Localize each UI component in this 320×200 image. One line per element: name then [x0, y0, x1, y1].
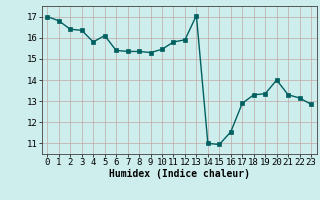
X-axis label: Humidex (Indice chaleur): Humidex (Indice chaleur)	[109, 169, 250, 179]
